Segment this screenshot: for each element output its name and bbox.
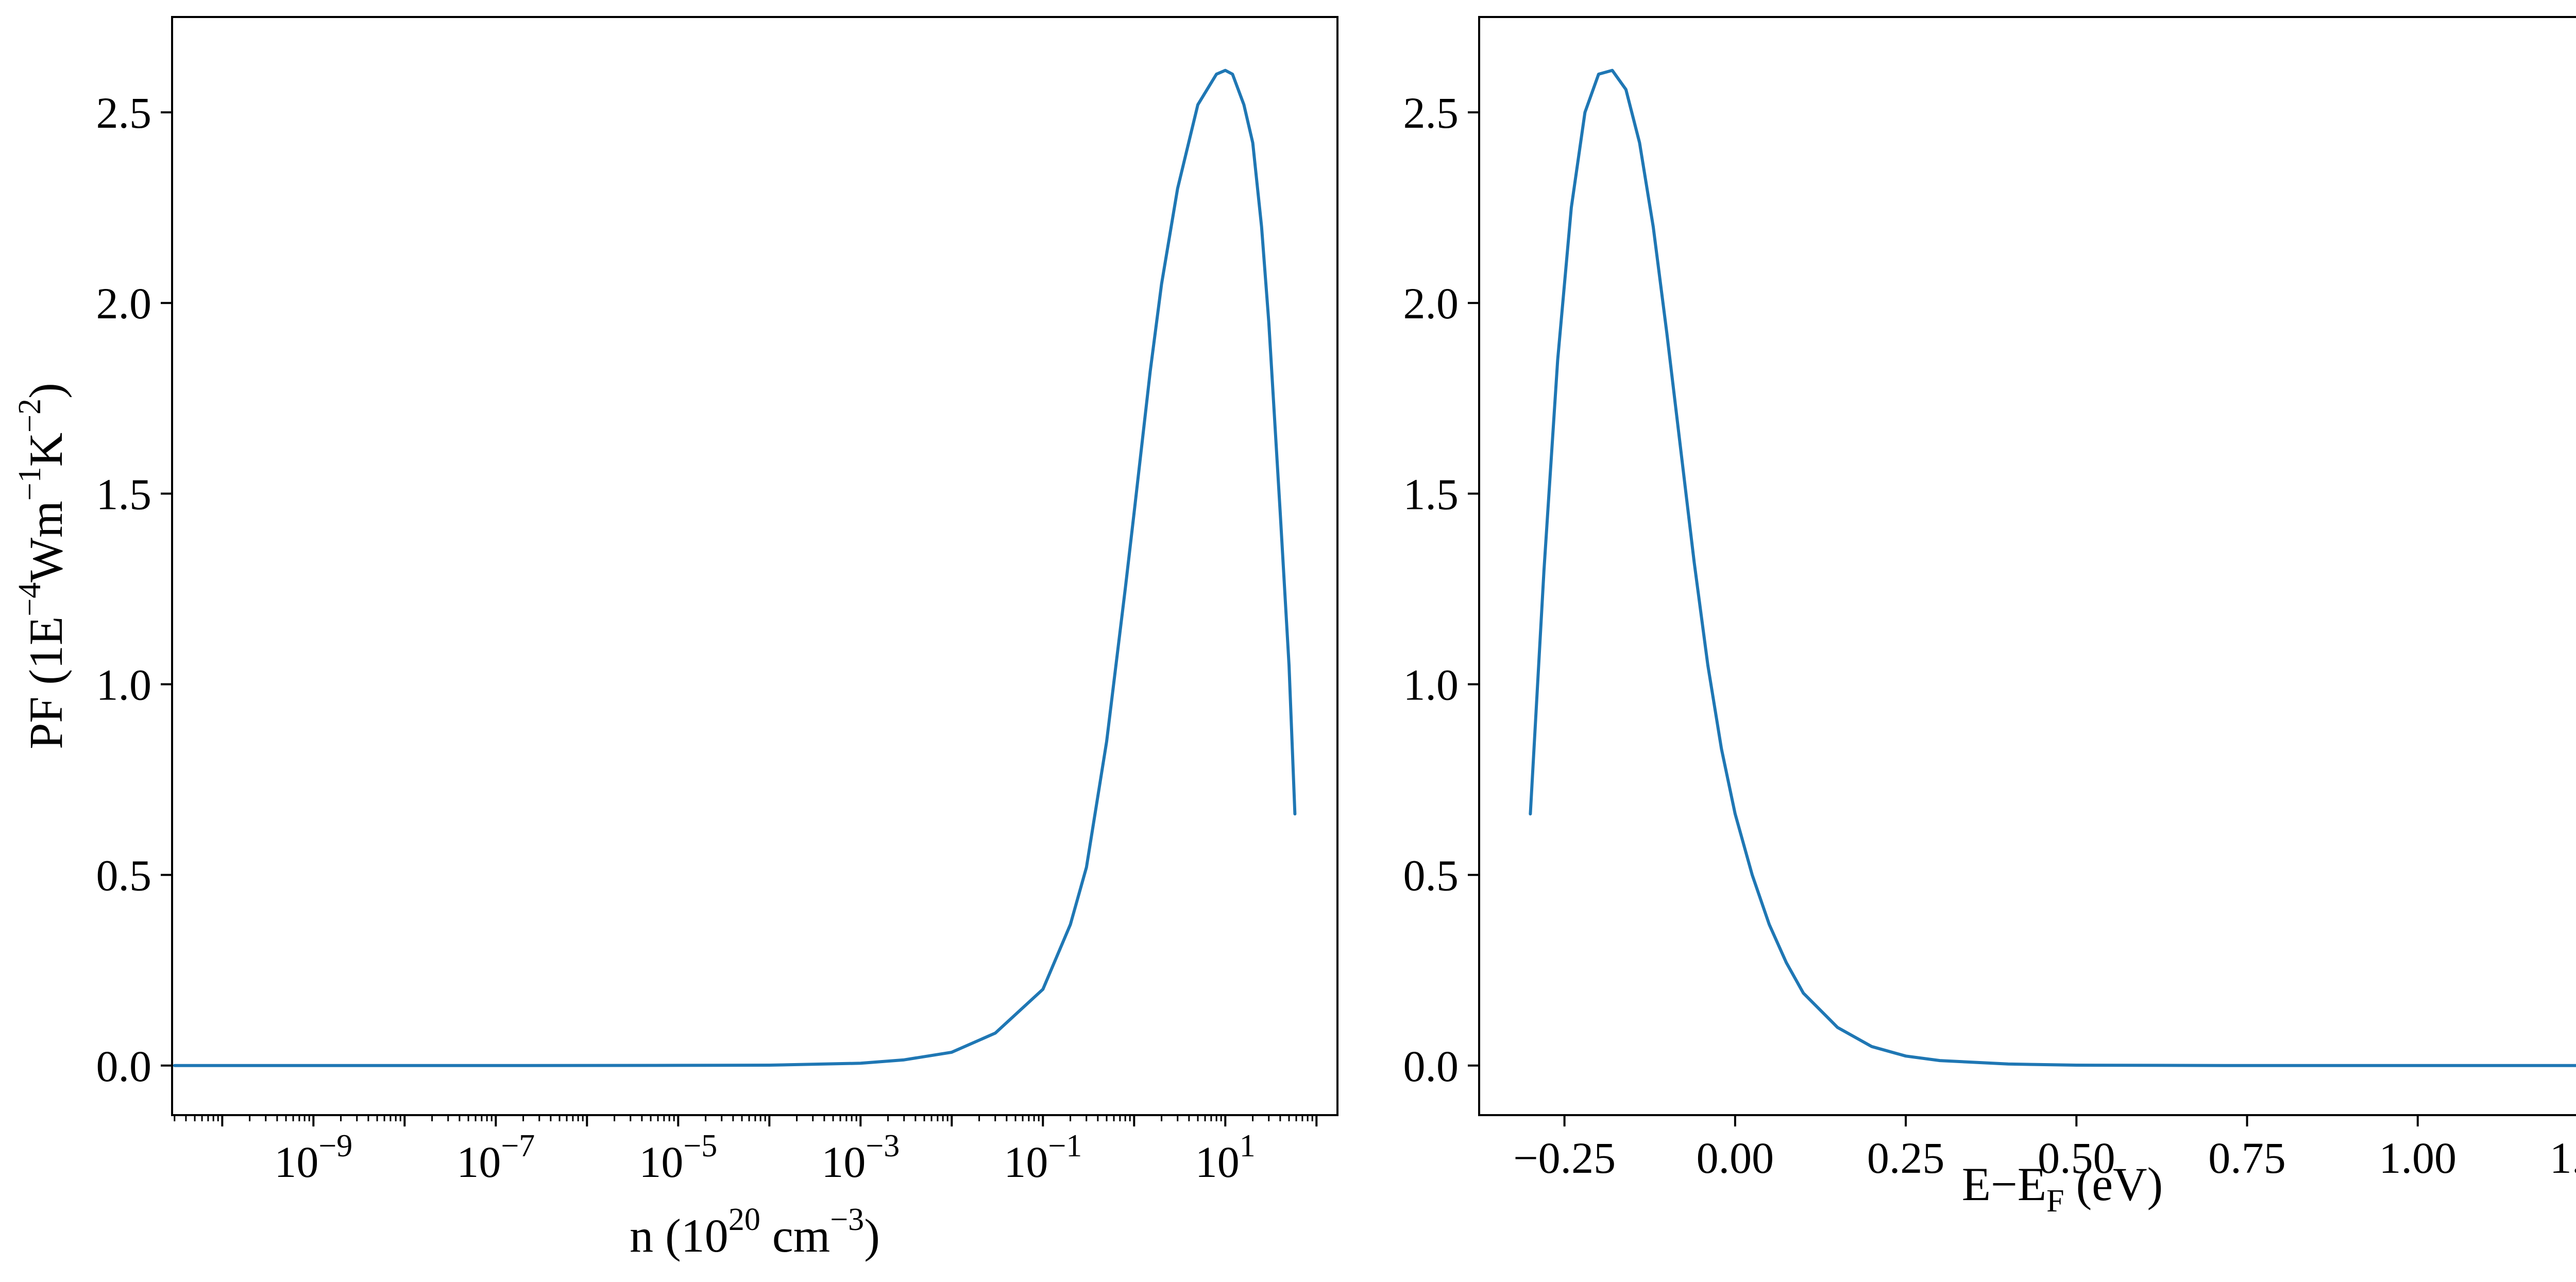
right-x-label-mid: E: [2018, 1158, 2046, 1210]
left-x-label-prefix: n (10: [630, 1209, 728, 1262]
right-y-tick-label: 1.0: [1403, 660, 1459, 709]
left-y-tick-label: 0.0: [96, 1041, 152, 1091]
left-series-line-0: [173, 69, 1297, 1067]
left-x-label-sup1: 20: [728, 1202, 760, 1237]
left-y-tick-label: 1.5: [96, 469, 152, 519]
left-y-tick-label: 2.5: [96, 88, 152, 138]
left-y-ticks: 0.0 0.5 1.0 1.5 2.0 2.5: [96, 88, 172, 1091]
left-x-tick-label: 10−9: [274, 1129, 352, 1187]
right-y-tick-label: 2.5: [1403, 88, 1459, 138]
tick-exponent: −7: [501, 1129, 535, 1164]
right-x-ticks: −0.25 0.00 0.25 0.50 0.75 1.00 1.25: [1513, 1115, 2576, 1183]
left-x-axis-label: n (1020 cm−3): [630, 1202, 880, 1262]
right-x-tick-label: 1.00: [2379, 1133, 2457, 1183]
y-label-sup2: −1: [12, 467, 47, 501]
right-y-tick-label: 1.5: [1403, 469, 1459, 519]
left-y-tick-label: 1.0: [96, 660, 152, 709]
right-x-tick-label: 1.25: [2550, 1133, 2576, 1183]
tick-exponent: −5: [683, 1129, 717, 1164]
tick-exponent: 1: [1240, 1129, 1256, 1164]
right-y-tick-label: 0.5: [1403, 851, 1459, 900]
right-series-line-0: [1529, 69, 2576, 1067]
tick-base: 10: [639, 1137, 683, 1187]
y-label-suffix: ): [20, 383, 72, 399]
left-x-label-mid: cm: [760, 1209, 830, 1262]
left-plot-lines: [173, 69, 1297, 1067]
left-y-tick-label: 0.5: [96, 851, 152, 900]
left-x-tick-label: 10−7: [456, 1129, 535, 1187]
right-x-tick-label: −0.25: [1513, 1133, 1616, 1183]
right-x-label-suffix: (eV): [2064, 1158, 2163, 1210]
right-y-tick-label: 2.0: [1403, 279, 1459, 328]
y-label-prefix: PF (1E: [20, 617, 72, 749]
tick-base: 10: [821, 1137, 866, 1187]
right-x-label-sub: F: [2046, 1184, 2064, 1219]
right-x-tick-label: 0.75: [2208, 1133, 2286, 1183]
right-plot-lines: [1529, 69, 2576, 1067]
left-x-tick-label: 10−1: [1004, 1129, 1082, 1187]
left-plot-frame: [171, 16, 1338, 1116]
right-x-tick-label: 0.50: [2038, 1133, 2115, 1183]
y-label-sup1: −4: [12, 583, 47, 617]
tick-base: 10: [274, 1137, 318, 1187]
right-x-label-minus: −: [1991, 1158, 2018, 1210]
left-chart-panel: 0.00.51.01.52.02.5 10−9 10−7 10−5 10−3 10−1 1…: [12, 16, 1338, 1262]
right-x-tick-label: 0.25: [1867, 1133, 1945, 1183]
tick-base: 10: [1004, 1137, 1048, 1187]
tick-exponent: −1: [1048, 1129, 1082, 1164]
tick-exponent: −9: [318, 1129, 352, 1164]
tick-base: 10: [456, 1137, 501, 1187]
tick-base: 10: [1195, 1137, 1240, 1187]
y-label-mid1: Wm: [20, 501, 72, 582]
right-y-ticks: 0.0 0.5 1.0 1.5 2.0 2.5: [1403, 88, 1479, 1091]
left-y-tick-label: 2.0: [96, 279, 152, 328]
right-x-label-prefix: E: [1962, 1158, 1991, 1210]
right-y-tick-label: 0.0: [1403, 1041, 1459, 1091]
right-plot-frame: [1478, 16, 2576, 1116]
y-axis-label: PF (1E−4Wm−1K−2): [12, 383, 72, 749]
left-x-tick-label: 10−3: [821, 1129, 900, 1187]
left-x-tick-label: 101: [1195, 1129, 1256, 1187]
left-x-label-sup2: −3: [830, 1202, 864, 1237]
y-label-mid2: K: [20, 433, 72, 467]
right-x-axis-label: E−EF (eV): [1962, 1158, 2163, 1219]
left-x-ticks: 10−9 10−7 10−5 10−3 10−1 101: [174, 1115, 1318, 1187]
left-x-tick-label: 10−5: [639, 1129, 717, 1187]
right-x-tick-label: 0.00: [1697, 1133, 1774, 1183]
tick-exponent: −3: [866, 1129, 900, 1164]
left-x-label-suffix: ): [864, 1209, 880, 1262]
y-label-sup3: −2: [12, 399, 47, 433]
right-chart-panel: 0.0 0.5 1.0 1.5 2.0 2.5 −0.25 0.00 0.25 0.50 0.75…: [1403, 16, 2576, 1219]
